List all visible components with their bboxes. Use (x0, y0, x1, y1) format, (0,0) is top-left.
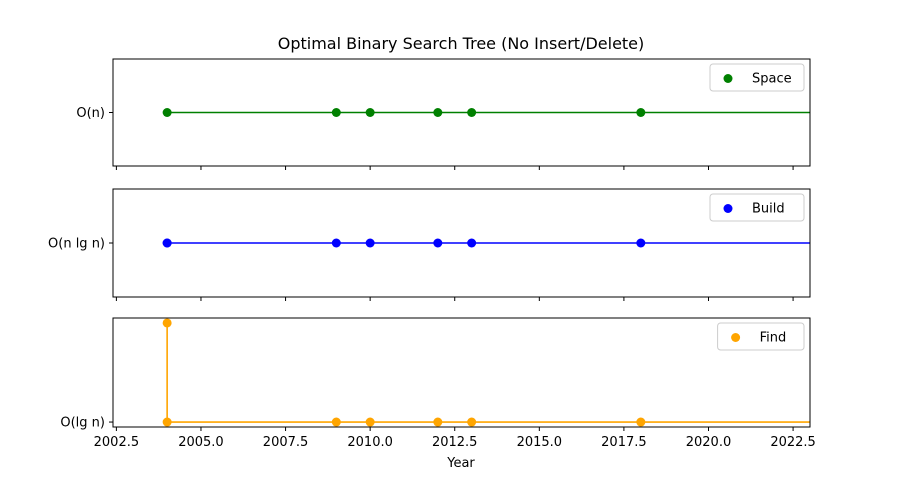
legend-marker-space (723, 74, 733, 83)
legend-find: Find (717, 322, 805, 351)
panel-build: O(n lg n) Build (48, 188, 811, 301)
data-point-find-1 (162, 417, 172, 427)
x-tick-label-0: 2002.5 (94, 435, 140, 450)
y-tick-label-find-0: O(lg n) (60, 416, 105, 431)
series-line-find (166, 322, 810, 423)
data-point-find-2 (331, 417, 341, 427)
x-tick-label-5: 2015.0 (517, 435, 563, 450)
data-point-find-5 (467, 417, 477, 427)
data-point-find-6 (636, 417, 646, 427)
legend-label-build: Build (752, 202, 785, 217)
data-point-space-4 (467, 108, 477, 117)
legend-box-find (717, 322, 805, 351)
y-tick-label-space-0: O(n) (76, 106, 105, 121)
panel-find: O(lg n) 2002.5 2005.0 2007.5 2010.0 2012.5 201… (60, 317, 816, 450)
x-tick-label-6: 2017.5 (601, 435, 647, 450)
legend-marker-build (723, 204, 733, 213)
data-point-space-1 (331, 108, 341, 117)
plot-frame-find (112, 317, 811, 428)
legend-build: Build (709, 193, 805, 222)
panel-space: O(n) Space (76, 58, 811, 170)
x-tick-label-2: 2007.5 (263, 435, 309, 450)
y-tick-label-build-0: O(n lg n) (48, 237, 105, 252)
data-point-find-4 (433, 417, 443, 427)
data-point-build-2 (331, 238, 341, 248)
data-point-space-2 (365, 108, 375, 117)
data-point-build-3 (365, 238, 375, 248)
legend-label-space: Space (752, 72, 792, 87)
chart-title: Optimal Binary Search Tree (No Insert/De… (278, 34, 645, 53)
x-tick-label-4: 2012.5 (432, 435, 478, 450)
x-tick-label-8: 2022.5 (770, 435, 816, 450)
legend-space: Space (709, 63, 805, 92)
data-point-build-5 (467, 238, 477, 248)
chart-panels: O(n) Space O(n lg n) Build O(lg n) 2002.5 2005… (48, 58, 816, 450)
legend-label-find: Find (760, 331, 787, 346)
legend-box-build (709, 193, 805, 222)
data-point-find-3 (365, 417, 375, 427)
x-tick-label-3: 2010.0 (347, 435, 393, 450)
legend-marker-find (731, 333, 741, 342)
data-point-build-4 (433, 238, 443, 248)
x-tick-label-1: 2005.0 (178, 435, 224, 450)
legend-box-space (709, 63, 805, 92)
data-point-space-0 (162, 108, 172, 117)
data-point-space-3 (433, 108, 443, 117)
data-point-space-5 (636, 108, 646, 117)
x-tick-label-7: 2020.0 (686, 435, 732, 450)
data-point-build-6 (636, 238, 646, 248)
data-point-find-0 (162, 318, 172, 328)
x-axis-label: Year (446, 456, 475, 471)
data-point-build-1 (162, 238, 172, 248)
